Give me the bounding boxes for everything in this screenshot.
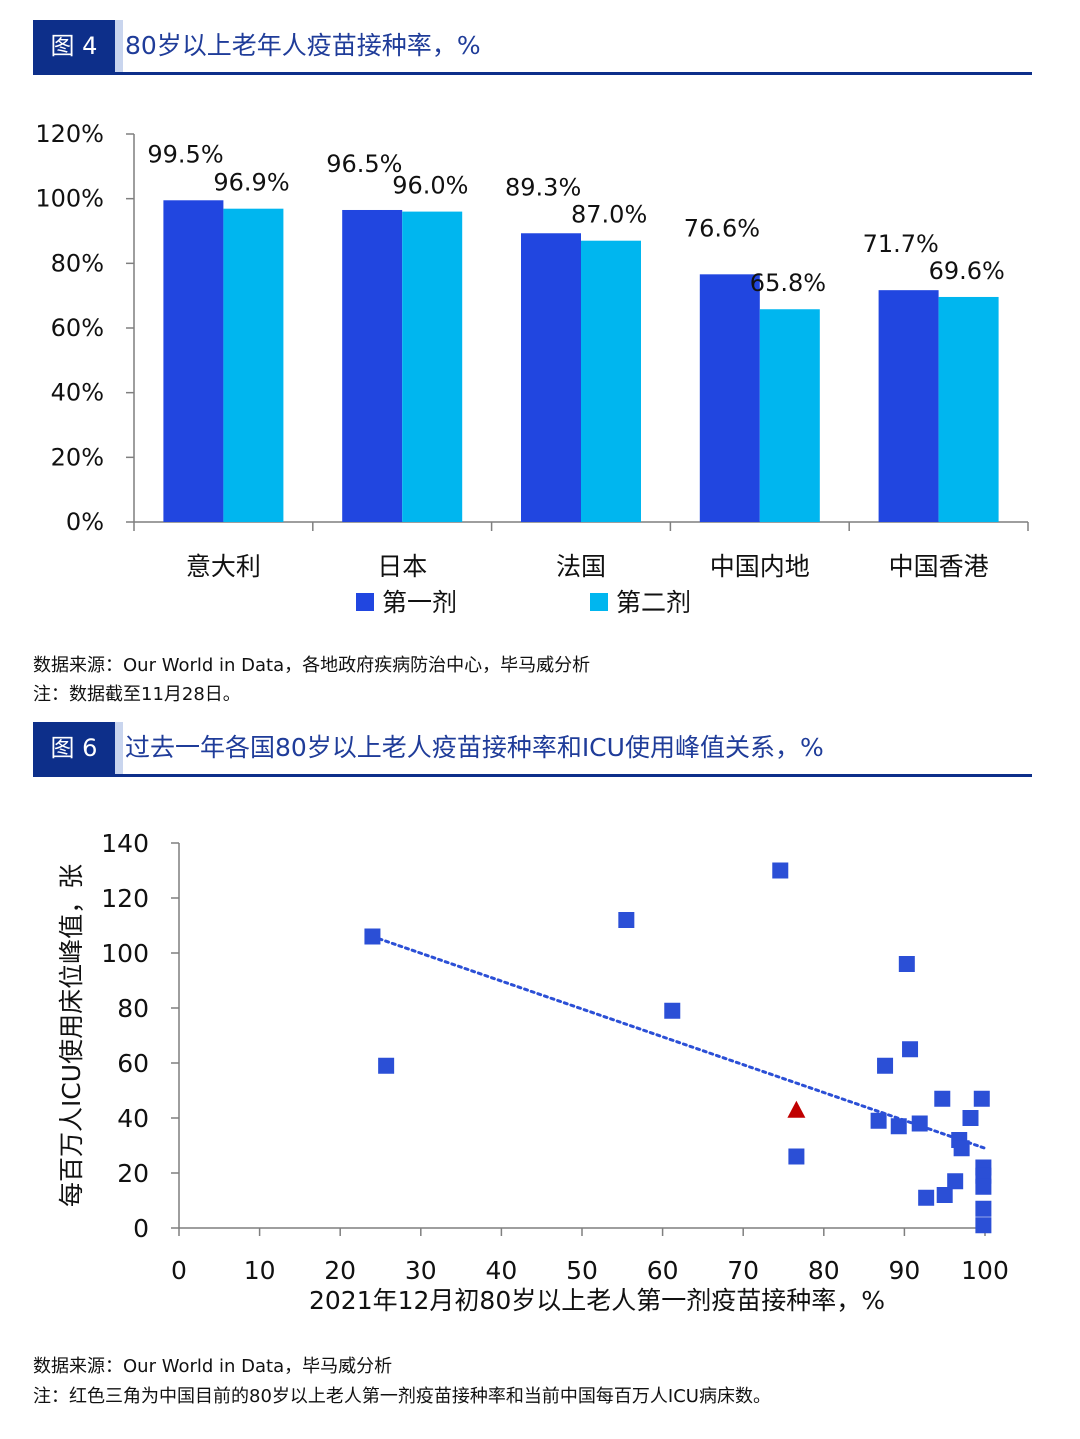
bar-dose2 <box>581 240 641 522</box>
x-tick-label: 60 <box>647 1256 679 1285</box>
scatter-point <box>664 1002 681 1019</box>
legend-swatch <box>590 593 608 611</box>
y-tick-label: 60% <box>51 314 104 342</box>
scatter-point <box>911 1115 928 1132</box>
figure1-note: 注：数据截至11月28日。 <box>33 684 241 705</box>
x-tick-label: 10 <box>244 1256 276 1285</box>
scatter-point <box>618 912 635 928</box>
figure1-source: 数据来源：Our World in Data，各地政府疾病防治中心，毕马威分析 <box>33 655 591 676</box>
y-tick-label: 0 <box>133 1214 149 1243</box>
figure1-tag: 图 4 <box>33 20 115 72</box>
data-label: 96.9% <box>213 169 289 197</box>
scatter-point <box>898 956 915 972</box>
x-tick-label: 50 <box>566 1256 598 1285</box>
legend-label: 第二剂 <box>616 588 691 617</box>
x-tick-label: 30 <box>405 1256 437 1285</box>
figure1-title: 80岁以上老年人疫苗接种率，% <box>125 31 481 60</box>
figure2-title: 过去一年各国80岁以上老人疫苗接种率和ICU使用峰值关系，% <box>125 733 824 762</box>
bar-dose2 <box>402 211 463 522</box>
china-triangle-marker <box>787 1100 806 1118</box>
x-tick-label: 90 <box>888 1256 920 1285</box>
x-tick-label: 中国香港 <box>889 552 989 581</box>
data-label: 96.5% <box>326 150 402 178</box>
y-tick-label: 40% <box>51 379 104 407</box>
x-axis-title: 2021年12月初80岁以上老人第一剂疫苗接种率，% <box>309 1286 885 1315</box>
y-tick-label: 0% <box>66 508 104 536</box>
bar-dose1 <box>521 233 581 522</box>
scatter-chart: 0 20 40 60 80 100 120 140 0 10 20 30 40 50 60 70 80 90 100… <box>57 829 1009 1315</box>
x-tick-label: 80 <box>808 1256 840 1285</box>
figure2-note: 注：红色三角为中国目前的80岁以上老人第一剂疫苗接种率和当前中国每百万人ICU病… <box>33 1386 771 1407</box>
x-tick-label: 日本 <box>377 552 427 581</box>
data-label: 76.6% <box>684 214 760 242</box>
bar-dose1 <box>163 200 224 522</box>
figure1-header: 图 4 80岁以上老年人疫苗接种率，% <box>33 20 1032 75</box>
y-tick-label: 80% <box>51 249 104 277</box>
figure2-header: 图 6 过去一年各国80岁以上老人疫苗接种率和ICU使用峰值关系，% <box>33 722 1032 777</box>
x-tick-label: 法国 <box>556 552 606 581</box>
y-tick-label: 100 <box>101 939 149 968</box>
y-tick-label: 40 <box>117 1104 149 1133</box>
scatter-point <box>975 1200 992 1217</box>
x-tick-label: 20 <box>324 1256 356 1285</box>
bar-dose1 <box>699 274 760 522</box>
y-axis-title: 每百万人ICU使用床位峰值，张 <box>57 864 86 1207</box>
scatter-point <box>962 1110 979 1126</box>
bar-dose1 <box>342 209 403 522</box>
x-tick-label: 0 <box>171 1256 187 1285</box>
data-label: 71.7% <box>863 230 939 258</box>
scatter-point <box>973 1090 990 1107</box>
y-tick-label: 80 <box>117 994 149 1023</box>
data-label: 65.8% <box>750 269 826 297</box>
scatter-point <box>788 1148 805 1165</box>
figure2-rule <box>33 774 1032 777</box>
bar-dose2 <box>759 309 820 522</box>
figure2-tag-accent <box>115 722 123 774</box>
trendline <box>370 935 987 1150</box>
y-tick-label: 140 <box>101 829 149 858</box>
data-label: 89.3% <box>505 173 581 201</box>
figure2-source: 数据来源：Our World in Data，毕马威分析 <box>33 1356 393 1377</box>
scatter-point <box>936 1187 953 1203</box>
y-tick-label: 60 <box>117 1049 149 1078</box>
data-label: 87.0% <box>571 201 647 229</box>
y-tick-label: 100% <box>35 185 104 213</box>
y-tick-label: 120 <box>101 884 149 913</box>
scatter-point <box>378 1057 395 1074</box>
scatter-point <box>870 1112 887 1129</box>
x-tick-label: 中国内地 <box>710 552 810 581</box>
y-tick-label: 120% <box>35 120 104 148</box>
data-label: 69.6% <box>929 257 1005 285</box>
scatter-point <box>918 1189 935 1206</box>
x-tick-label: 70 <box>727 1256 759 1285</box>
x-tick-label: 40 <box>485 1256 517 1285</box>
scatter-point <box>890 1118 907 1135</box>
data-label: 96.0% <box>392 172 468 200</box>
scatter-point <box>877 1057 894 1074</box>
figure1-tag-accent <box>115 20 123 72</box>
bar-dose2 <box>938 296 999 522</box>
y-tick-label: 20 <box>117 1159 149 1188</box>
legend-label: 第一剂 <box>382 588 457 617</box>
scatter-point <box>947 1173 964 1190</box>
figure2-tag: 图 6 <box>33 722 115 774</box>
y-tick-label: 20% <box>51 443 104 471</box>
scatter-point <box>975 1178 992 1195</box>
scatter-point <box>953 1140 970 1157</box>
scatter-point <box>975 1217 992 1234</box>
bar-chart: 0% 20% 40% 60% 80% 100% 120% 99.5%96.9% 意大利 96.5%… <box>35 120 1029 617</box>
x-tick-label: 意大利 <box>186 552 261 581</box>
x-tick-label: 100 <box>961 1256 1009 1285</box>
data-label: 99.5% <box>147 140 223 168</box>
scatter-point <box>772 862 789 879</box>
scatter-point <box>934 1090 951 1107</box>
bar-dose2 <box>223 208 284 522</box>
scatter-point <box>902 1041 919 1058</box>
figure1-rule <box>33 72 1032 75</box>
scatter-point <box>364 928 381 945</box>
bar-dose1 <box>878 290 939 522</box>
legend-swatch <box>356 593 374 611</box>
